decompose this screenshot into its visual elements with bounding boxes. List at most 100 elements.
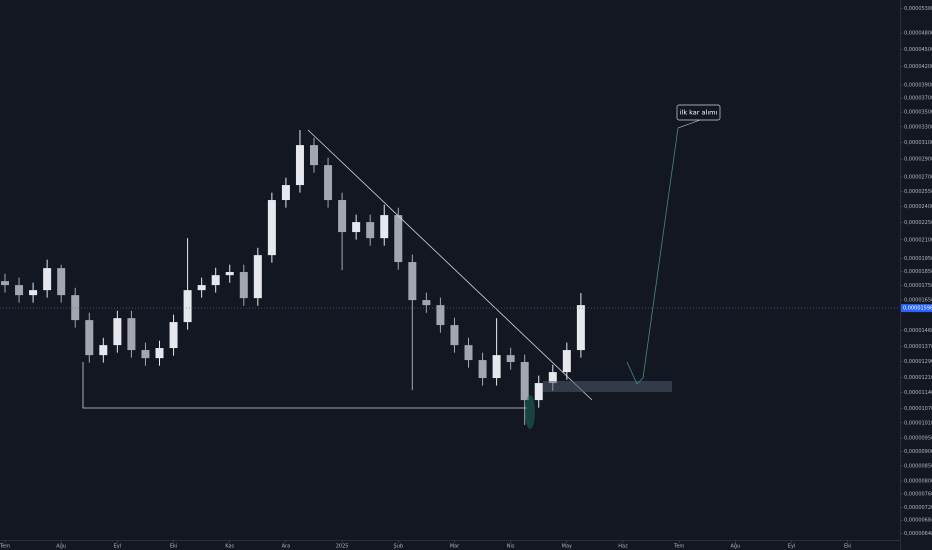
- candle-body: [562, 350, 571, 373]
- last-price-label: 0,00001598: [903, 306, 932, 312]
- y-tick-label: 0,00001650: [904, 298, 932, 304]
- y-tick-label: 0,00000800: [904, 479, 932, 485]
- y-tick-label: 0,00000720: [904, 505, 932, 511]
- x-tick-label: Ağu: [731, 543, 741, 550]
- x-tick-label: Haz: [618, 544, 628, 550]
- candle-body: [99, 345, 108, 356]
- x-tick-label: 2025: [336, 544, 349, 550]
- x-tick-label: Tem: [0, 544, 10, 550]
- candle-body: [548, 372, 557, 384]
- x-tick-label: Eyl: [114, 544, 122, 550]
- callout-box: [676, 104, 721, 121]
- candle-body: [492, 355, 501, 379]
- x-tick-label: Şub: [394, 544, 404, 550]
- candle-body: [295, 145, 304, 186]
- candle-body: [15, 285, 24, 296]
- y-tick-label: 0,00002900: [904, 157, 932, 163]
- y-tick-label: 0,00003900: [904, 83, 932, 89]
- projection-path: [626, 127, 679, 385]
- y-tick-label: 0,00001950: [904, 256, 932, 262]
- x-tick-label: May: [562, 544, 572, 550]
- candle-body: [338, 200, 347, 233]
- y-tick-label: 0,00003500: [904, 110, 932, 116]
- candle-body: [225, 272, 234, 276]
- y-tick-label: 0,00001460: [904, 328, 932, 334]
- candle-body: [127, 318, 136, 351]
- y-tick-label: 0,00000950: [904, 436, 932, 442]
- candle-body: [57, 268, 66, 296]
- candle-body: [71, 295, 80, 321]
- y-tick-label: 0,00001290: [904, 359, 932, 365]
- candle-body: [534, 383, 543, 401]
- candle-body: [1, 281, 10, 286]
- y-tick-label: 0,00001010: [904, 420, 932, 426]
- callout-text: ilk kar alımı: [680, 109, 718, 117]
- candle-body: [394, 215, 403, 263]
- y-tick-label: 0,00002250: [904, 220, 932, 226]
- plot-area: [1, 130, 585, 426]
- y-tick-label: 0,00002700: [904, 174, 932, 180]
- y-tick-label: 0,00003300: [904, 124, 932, 130]
- y-tick-label: 0,00004800: [904, 31, 932, 37]
- candle-body: [324, 165, 333, 201]
- y-tick-label: 0,00003700: [904, 96, 932, 102]
- highlight-ellipse: [525, 395, 535, 429]
- candle-body: [267, 200, 276, 256]
- candle-body: [436, 305, 445, 326]
- candle-body: [450, 325, 459, 346]
- y-tick-label: 0,00001210: [904, 375, 932, 381]
- y-tick-label: 0,00002400: [904, 204, 932, 210]
- last-price-tag: [901, 304, 932, 313]
- y-tick-label: 0,00000648: [904, 531, 932, 537]
- y-tick-label: 0,00004500: [904, 47, 932, 53]
- x-tick-label: Kas: [225, 544, 234, 550]
- candle-body: [352, 222, 361, 233]
- candle-body: [155, 348, 164, 359]
- x-tick-label: Eki: [170, 544, 177, 550]
- support-line: [82, 362, 527, 409]
- candle-body: [506, 355, 515, 363]
- candle-body: [408, 262, 417, 301]
- candle-body: [422, 300, 431, 306]
- y-tick-label: 0,00000760: [904, 491, 932, 497]
- y-tick-label: 0,00000684: [904, 518, 932, 524]
- y-tick-label: 0,00000900: [904, 449, 932, 455]
- candle-body: [211, 275, 220, 286]
- y-tick-label: 0,00000850: [904, 463, 932, 469]
- y-tick-label: 0,00001140: [904, 390, 932, 396]
- x-tick-label: Ara: [282, 544, 291, 550]
- y-tick-label: 0,00001370: [904, 344, 932, 350]
- trend-line: [307, 129, 593, 401]
- candle-body: [239, 272, 248, 299]
- y-tick-label: 0,00001070: [904, 406, 932, 412]
- candle-body: [576, 305, 585, 351]
- x-tick-label: Tem: [673, 544, 684, 550]
- candle-body: [141, 350, 150, 359]
- y-tick-label: 0,00003100: [904, 140, 932, 146]
- candle-body: [366, 222, 375, 239]
- y-tick-label: 0,00005300: [904, 6, 932, 12]
- candle-body: [520, 362, 529, 401]
- y-tick-label: 0,00001750: [904, 283, 932, 289]
- callout-pointer: [677, 119, 701, 129]
- candle-body: [183, 290, 192, 323]
- candle-body: [310, 145, 319, 166]
- y-tick-label: 0,00004200: [904, 64, 932, 70]
- candle-body: [29, 290, 38, 296]
- x-tick-label: Eki: [844, 544, 851, 550]
- x-tick-label: Mar: [450, 544, 460, 550]
- y-tick-label: 0,00002550: [904, 189, 932, 195]
- candle-body: [85, 320, 94, 356]
- candle-body: [197, 285, 206, 291]
- candle-body: [281, 185, 290, 201]
- entry-zone: [543, 381, 672, 392]
- candle-body: [253, 255, 262, 299]
- candle-body: [380, 215, 389, 239]
- x-tick-label: Ağu: [56, 543, 66, 550]
- x-tick-label: Eyl: [788, 544, 796, 550]
- candle-body: [464, 345, 473, 361]
- candle-body: [169, 322, 178, 349]
